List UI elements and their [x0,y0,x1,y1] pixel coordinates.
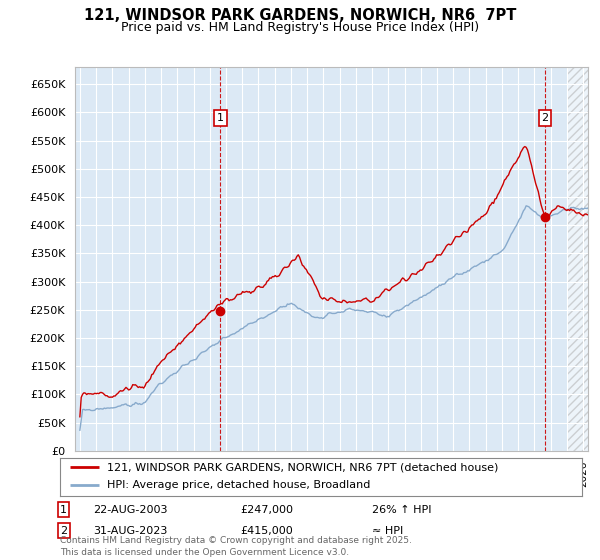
Text: 1: 1 [217,113,224,123]
Text: 22-AUG-2003: 22-AUG-2003 [93,505,167,515]
Text: 2: 2 [541,113,548,123]
Text: Price paid vs. HM Land Registry's House Price Index (HPI): Price paid vs. HM Land Registry's House … [121,21,479,34]
Text: 121, WINDSOR PARK GARDENS, NORWICH, NR6 7PT (detached house): 121, WINDSOR PARK GARDENS, NORWICH, NR6 … [107,462,499,472]
Text: HPI: Average price, detached house, Broadland: HPI: Average price, detached house, Broa… [107,480,370,490]
Text: 121, WINDSOR PARK GARDENS, NORWICH, NR6  7PT: 121, WINDSOR PARK GARDENS, NORWICH, NR6 … [84,8,516,24]
Text: 2: 2 [60,526,67,536]
Text: Contains HM Land Registry data © Crown copyright and database right 2025.
This d: Contains HM Land Registry data © Crown c… [60,536,412,557]
Text: 31-AUG-2023: 31-AUG-2023 [93,526,167,536]
Text: £247,000: £247,000 [240,505,293,515]
Bar [567,67,600,451]
Text: 26% ↑ HPI: 26% ↑ HPI [372,505,431,515]
Text: 1: 1 [60,505,67,515]
Text: £415,000: £415,000 [240,526,293,536]
Text: ≈ HPI: ≈ HPI [372,526,403,536]
